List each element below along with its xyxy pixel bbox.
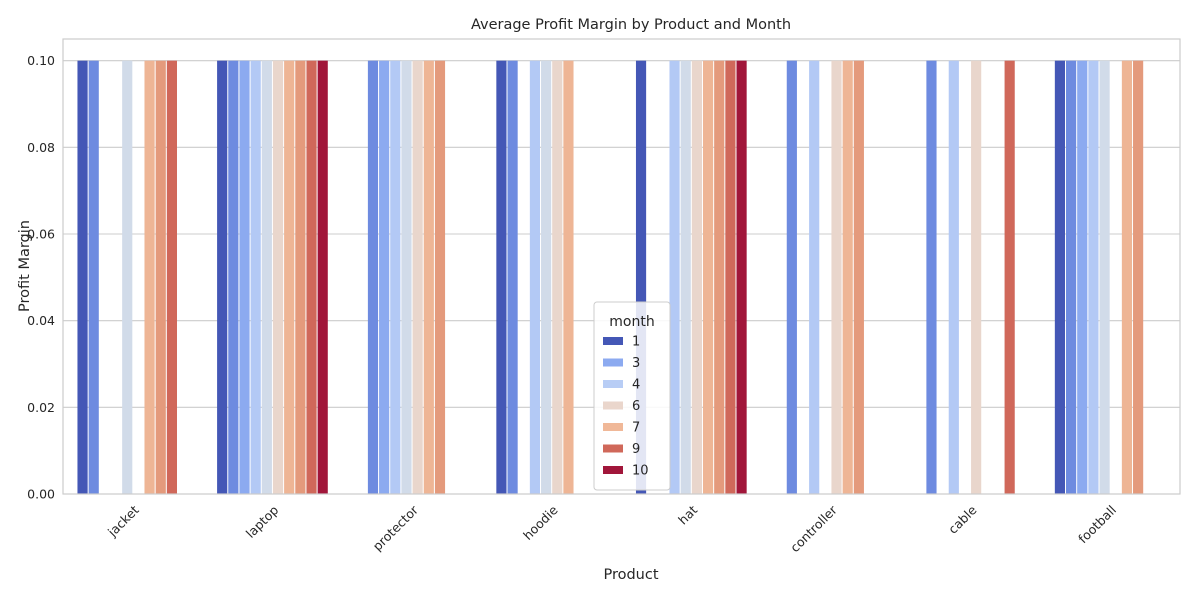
bar-cable-month-4 (948, 60, 959, 495)
legend-swatch (603, 466, 623, 474)
bar-protector-month-5 (401, 60, 412, 495)
legend-swatch (603, 380, 623, 388)
bar-football-month-8 (1133, 60, 1144, 495)
legend-items: 1 3 4 6 7 9 10 (603, 335, 649, 479)
y-axis-title: Profit Margin (17, 220, 33, 312)
bar-protector-month-6 (412, 60, 423, 495)
legend-swatch (603, 444, 623, 453)
bar-cable-month-9 (1004, 60, 1015, 495)
bar-protector-month-7 (423, 60, 434, 495)
bar-controller-month-2 (786, 60, 797, 495)
bar-football-month-5 (1099, 60, 1110, 495)
legend-label: 1 (632, 335, 640, 350)
bar-protector-month-4 (390, 60, 401, 495)
bar-protector-month-8 (434, 60, 446, 495)
bar-laptop-month-3 (239, 60, 250, 495)
bar-football-month-7 (1121, 60, 1133, 495)
bar-laptop-month-7 (284, 60, 295, 495)
bar-laptop-month-8 (295, 60, 306, 495)
bar-jacket-month-8 (155, 60, 166, 495)
bar-hat-month-1 (635, 60, 647, 495)
legend-label: 7 (632, 421, 640, 436)
bar-protector-month-3 (379, 60, 390, 495)
bar-jacket-month-5 (122, 60, 133, 495)
legend: month 1 3 4 6 7 9 10 (593, 301, 671, 491)
y-tick-label: 0.04 (27, 313, 55, 328)
plot-frame (62, 38, 1181, 495)
bar-hat-month-7 (702, 60, 714, 495)
legend-swatch (603, 401, 623, 410)
bar-laptop-month-10 (317, 60, 328, 495)
bar-hat-month-6 (691, 60, 702, 495)
chart-title: Average Profit Margin by Product and Mon… (471, 17, 791, 33)
bar-laptop-month-4 (250, 60, 261, 495)
bar-hat-month-8 (714, 60, 725, 495)
y-tick-label: 0.02 (27, 400, 55, 415)
bar-controller-month-7 (842, 60, 853, 495)
bar-jacket-month-1 (77, 60, 88, 495)
bar-hat-month-10 (736, 60, 747, 495)
bar-hoodie-month-1 (496, 60, 507, 495)
legend-label: 10 (632, 464, 649, 479)
x-axis-title: Product (603, 567, 658, 583)
legend-label: 3 (632, 356, 640, 371)
bar-jacket-month-9 (166, 60, 177, 495)
bar-hoodie-month-6 (552, 60, 563, 495)
legend-swatch (603, 337, 623, 345)
bar-hoodie-month-5 (541, 60, 552, 495)
bar-hoodie-month-2 (507, 60, 518, 495)
y-tick-labels: 0.00 0.02 0.04 0.06 0.08 0.10 (27, 53, 55, 501)
bar-jacket-month-7 (144, 60, 155, 495)
bar-football-month-3 (1077, 60, 1088, 495)
bar-protector-month-2 (367, 60, 379, 495)
legend-box (593, 301, 671, 491)
bar-cable-month-2 (926, 60, 937, 495)
bar-laptop-month-2 (228, 60, 239, 495)
legend-label: 6 (632, 399, 640, 414)
bar-hoodie-month-7 (563, 60, 574, 495)
legend-label: 9 (632, 442, 640, 457)
legend-label: 4 (632, 378, 640, 393)
bar-controller-month-4 (809, 60, 820, 495)
bar-hat-month-4 (669, 60, 680, 495)
bar-cable-month-6 (971, 60, 982, 495)
bar-laptop-month-1 (217, 60, 228, 495)
bar-hat-month-5 (680, 60, 691, 495)
legend-title: month (609, 314, 654, 330)
bars (77, 60, 1144, 495)
bar-laptop-month-9 (306, 60, 317, 495)
bar-football-month-4 (1088, 60, 1099, 495)
bar-jacket-month-2 (88, 60, 99, 495)
y-tick-label: 0.00 (27, 487, 55, 502)
legend-swatch (603, 358, 623, 367)
bar-laptop-month-5 (261, 60, 272, 495)
bar-football-month-1 (1054, 60, 1066, 495)
bar-controller-month-6 (831, 60, 842, 495)
bar-laptop-month-6 (272, 60, 284, 495)
bar-controller-month-8 (853, 60, 864, 495)
y-tick-label: 0.06 (27, 227, 55, 242)
y-tick-label: 0.10 (27, 53, 55, 68)
legend-swatch (603, 423, 623, 431)
bar-hat-month-9 (725, 60, 736, 495)
bar-hoodie-month-4 (529, 60, 541, 495)
y-tick-label: 0.08 (27, 140, 55, 155)
bar-football-month-2 (1066, 60, 1077, 495)
